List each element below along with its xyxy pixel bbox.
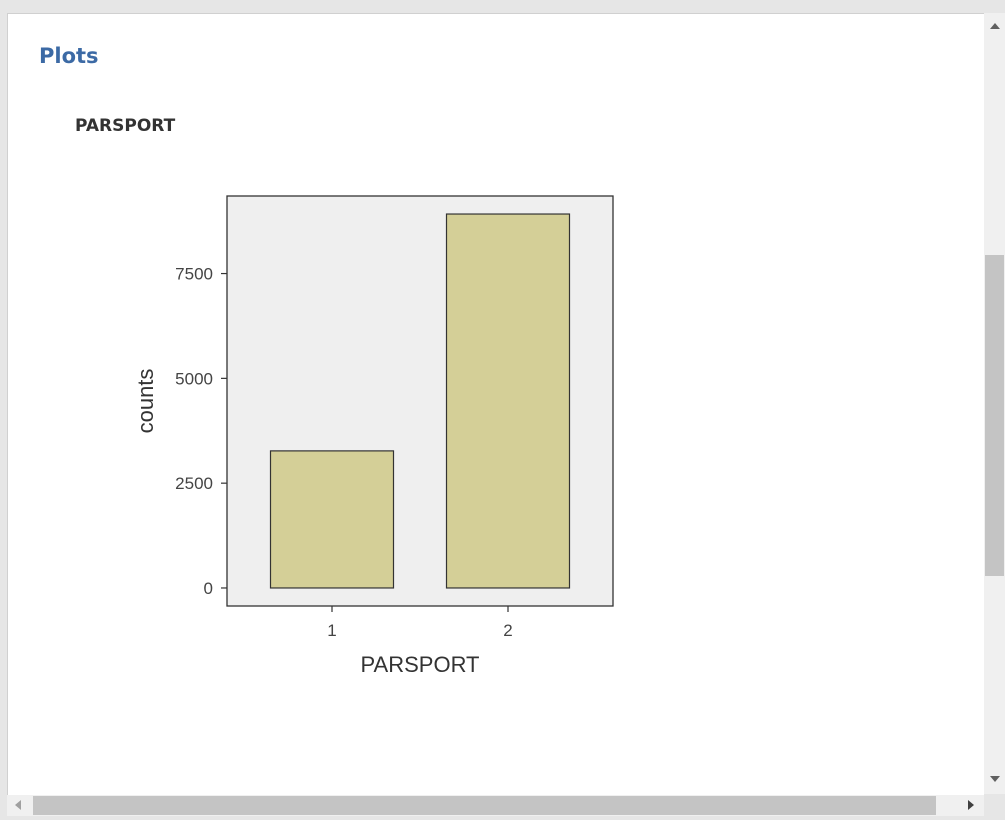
scroll-right-icon[interactable]	[968, 800, 974, 810]
scroll-left-icon[interactable]	[15, 800, 21, 810]
section-title: Plots	[39, 44, 99, 68]
y-tick-label: 0	[204, 579, 213, 598]
scroll-down-icon[interactable]	[990, 776, 1000, 782]
y-axis-label: counts	[133, 369, 158, 434]
bar-2	[445, 213, 571, 589]
vertical-scroll-thumb[interactable]	[985, 255, 1004, 576]
output-viewport: Plots PARSPORT 0 2500 5000 7500 1 2 PARSPORT…	[7, 13, 984, 795]
scroll-up-icon[interactable]	[990, 23, 1000, 29]
y-tick-label: 7500	[175, 265, 213, 284]
horizontal-scroll-thumb[interactable]	[33, 796, 936, 815]
horizontal-scrollbar[interactable]	[7, 795, 984, 816]
bar-chart: 0 2500 5000 7500 1 2 PARSPORT counts	[133, 195, 614, 677]
vertical-scrollbar[interactable]	[984, 13, 1005, 794]
x-tick-label: 2	[503, 621, 512, 640]
y-tick-label: 2500	[175, 474, 213, 493]
x-axis-label: PARSPORT	[361, 652, 480, 677]
scrollbar-corner	[984, 795, 1005, 816]
plot-title: PARSPORT	[75, 116, 176, 136]
x-tick-label: 1	[327, 621, 336, 640]
y-tick-label: 5000	[175, 369, 213, 388]
bar-1	[269, 450, 395, 589]
